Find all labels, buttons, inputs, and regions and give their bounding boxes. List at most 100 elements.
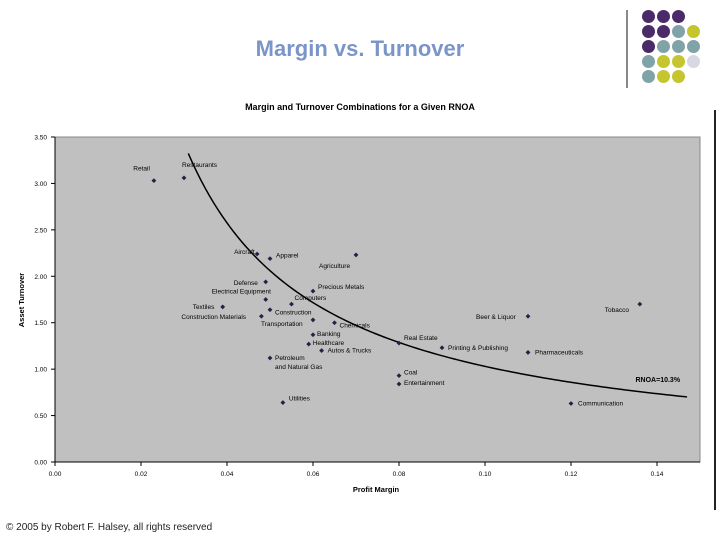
data-point-label: Communication [578, 401, 624, 408]
decor-dot [672, 55, 685, 68]
data-point-label: Transportation [261, 321, 303, 328]
data-point-label: Tobacco [605, 307, 630, 314]
data-point-label: Electrical Equipment [212, 289, 271, 296]
x-tick-label: 0.00 [49, 471, 62, 478]
data-point-marker [310, 332, 316, 338]
decor-dot [642, 25, 655, 38]
data-point-label: Aircraft [234, 249, 255, 256]
data-point-label: Construction Materials [181, 314, 246, 321]
x-tick-label: 0.14 [651, 471, 664, 478]
data-point-marker [525, 313, 531, 319]
data-point-marker [637, 301, 643, 307]
decor-dot [687, 25, 700, 38]
data-point-marker [332, 320, 337, 326]
data-point-marker [263, 297, 269, 302]
data-point-label: Petroleum and Natural Gas [275, 355, 323, 371]
data-point-label: Restaurants [182, 162, 218, 169]
x-axis-label: Profit Margin [353, 485, 400, 494]
data-point-label: Utilities [289, 396, 311, 403]
y-tick-label: 1.00 [34, 367, 47, 374]
y-tick-label: 1.50 [34, 320, 47, 327]
y-tick-label: 2.50 [34, 227, 47, 234]
data-point-marker [525, 350, 531, 355]
right-border-line [714, 110, 716, 510]
data-point-marker [353, 252, 359, 258]
data-point-label: Retail [133, 166, 150, 173]
decor-dot [672, 40, 685, 53]
y-tick-label: 0.00 [34, 460, 47, 467]
y-axis-ticks: 0.00 0.50 1.00 1.50 2.00 2.50 3.00 3.50 [34, 135, 55, 467]
y-axis-label: Asset Turnover [17, 273, 26, 328]
data-point-marker [259, 313, 264, 319]
data-points: Retail Restaurants Aircraft Apparel Agricult… [133, 162, 643, 408]
data-point-label: Apparel [276, 253, 299, 260]
data-point-label: Beer & Liquor [476, 314, 517, 321]
data-point-marker [319, 348, 324, 353]
data-point-label: Precious Metals [318, 284, 365, 291]
decor-dot [642, 55, 655, 68]
data-point-marker [267, 307, 273, 313]
rnoa-curve-label: RNOA=10.3% [636, 377, 681, 384]
data-point-label: Computers [295, 295, 328, 302]
data-point-marker [310, 288, 316, 294]
decor-dot [672, 25, 685, 38]
data-point-label: Textiles [193, 304, 215, 311]
data-point-marker [280, 400, 286, 405]
x-tick-label: 0.04 [221, 471, 234, 478]
data-point-marker [263, 279, 269, 285]
data-point-marker [254, 251, 260, 257]
data-point-label: Pharmaceuticals [535, 349, 584, 356]
data-point-marker [289, 301, 294, 307]
data-point-marker [267, 355, 273, 361]
decor-dot [672, 10, 685, 23]
copyright-footer: © 2005 by Robert F. Halsey, all rights r… [6, 522, 213, 533]
data-point-label: Coal [404, 370, 418, 377]
data-point-marker [396, 373, 402, 379]
y-tick-label: 3.00 [34, 181, 47, 188]
decor-dot [657, 10, 670, 23]
x-tick-label: 0.06 [307, 471, 320, 478]
data-point-label: Printing & Publishing [448, 345, 508, 352]
rnoa-curve [187, 153, 688, 398]
y-tick-label: 0.50 [34, 413, 47, 420]
data-point-label: Construction [275, 310, 312, 317]
decor-dot [672, 70, 685, 83]
x-tick-label: 0.02 [135, 471, 148, 478]
decor-divider [626, 10, 628, 88]
data-point-marker [396, 340, 402, 346]
decor-dot [642, 10, 655, 23]
data-point-marker [220, 304, 226, 310]
data-point-marker [568, 401, 574, 406]
data-point-marker [310, 317, 316, 323]
decor-dot [657, 70, 670, 83]
slide-title: Margin vs. Turnover [255, 36, 465, 61]
decor-dot [642, 40, 655, 53]
data-point-label: Real Estate [404, 335, 438, 342]
data-point-label: Chemicals [340, 323, 371, 330]
decor-dot [657, 25, 670, 38]
decor-dot [687, 55, 700, 68]
data-point-marker [439, 345, 445, 351]
data-point-marker [306, 341, 312, 347]
data-point-label: Agriculture [319, 263, 350, 270]
decor-dot [642, 70, 655, 83]
data-point-marker [267, 256, 273, 262]
chart-title: Margin and Turnover Combinations for a G… [245, 102, 475, 112]
x-tick-label: 0.12 [565, 471, 578, 478]
data-point-marker [181, 175, 187, 181]
data-point-label: Autos & Trucks [328, 348, 372, 355]
data-point-label: Entertainment [404, 380, 445, 387]
x-tick-label: 0.10 [479, 471, 492, 478]
data-point-label: Defense [234, 280, 259, 287]
decor-dot [657, 55, 670, 68]
data-point-label: Banking [317, 331, 341, 338]
plot-area [54, 136, 701, 463]
axes [54, 137, 700, 463]
y-tick-label: 2.00 [34, 274, 47, 281]
y-tick-label: 3.50 [34, 135, 47, 142]
decor-dot [687, 40, 700, 53]
decor-dot [657, 40, 670, 53]
x-axis-ticks: 0.00 0.02 0.04 0.06 0.08 0.10 0.12 0.14 [49, 462, 664, 478]
x-tick-label: 0.08 [393, 471, 406, 478]
